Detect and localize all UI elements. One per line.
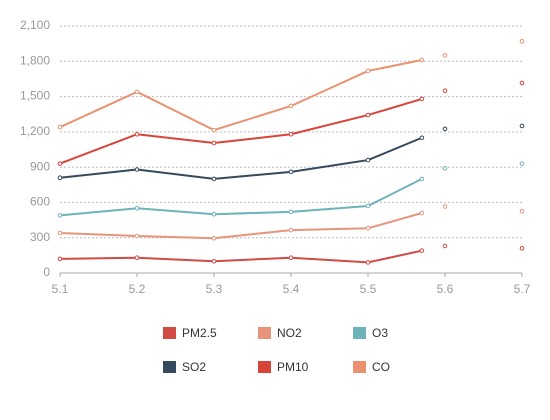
data-point (442, 126, 448, 132)
x-tick-label: 5.1 (52, 282, 69, 296)
y-tick-label: 1,200 (20, 124, 50, 138)
data-point (134, 233, 140, 239)
data-point (134, 206, 140, 211)
series-line (59, 178, 423, 217)
data-point (365, 68, 371, 74)
data-point (519, 123, 525, 129)
data-point (365, 260, 371, 265)
legend-label: SO2 (182, 360, 206, 374)
y-tick-label: 900 (30, 159, 50, 173)
legend-label: PM10 (277, 360, 309, 374)
data-point (365, 157, 371, 163)
y-tick-label: 300 (30, 230, 50, 244)
x-tick-label: 5.5 (360, 282, 377, 296)
data-point (57, 161, 63, 166)
legend-swatch (163, 361, 176, 373)
data-point (288, 255, 294, 261)
legend-label: O3 (372, 326, 388, 340)
data-point (211, 236, 217, 241)
series-line (59, 97, 423, 165)
data-point (442, 204, 448, 209)
data-point (134, 89, 140, 95)
legend-swatch (353, 361, 366, 373)
y-tick-label: 0 (43, 265, 50, 279)
legend-swatch (163, 327, 176, 339)
data-point (134, 167, 140, 172)
data-point (419, 248, 425, 253)
data-point (211, 176, 217, 182)
data-point (57, 230, 63, 236)
x-tick-label: 5.6 (437, 282, 454, 296)
data-point (288, 131, 294, 137)
legend-swatch (353, 327, 366, 339)
data-point (365, 226, 371, 231)
data-point (57, 124, 63, 130)
data-point (419, 210, 425, 216)
series-line (59, 212, 423, 240)
data-point (211, 258, 217, 264)
y-tick-label: 1,500 (20, 89, 50, 103)
data-point (288, 103, 294, 109)
data-point (211, 211, 217, 217)
series-line (59, 59, 423, 132)
data-point (519, 80, 525, 86)
series-line (59, 136, 423, 180)
data-point (57, 213, 63, 218)
x-tick-label: 5.4 (283, 282, 300, 296)
data-point (519, 246, 525, 251)
data-point (57, 175, 63, 181)
data-point (288, 227, 294, 233)
y-tick-label: 2,100 (20, 18, 50, 32)
x-tick-label: 5.2 (129, 282, 146, 296)
legend-label: CO (372, 360, 390, 374)
x-tick-label: 5.3 (206, 282, 223, 296)
data-point (419, 176, 425, 182)
data-point (365, 203, 371, 209)
x-tick-label: 5.7 (514, 282, 531, 296)
data-point (519, 38, 525, 44)
data-point (134, 131, 140, 137)
data-point (442, 243, 448, 249)
data-point (57, 256, 63, 262)
legend-swatch (258, 361, 271, 373)
data-point (211, 127, 217, 133)
data-point (519, 208, 525, 214)
legend-swatch (258, 327, 271, 339)
data-point (288, 209, 294, 215)
data-point (211, 140, 217, 146)
data-point (419, 96, 425, 102)
y-tick-label: 1,800 (20, 53, 50, 67)
legend-label: PM2.5 (182, 326, 217, 340)
data-point (442, 53, 448, 58)
data-point (134, 255, 140, 261)
data-point (442, 166, 448, 171)
series-line (59, 249, 423, 264)
data-point (419, 135, 425, 141)
data-point (419, 57, 425, 63)
data-point (519, 161, 525, 166)
data-point (442, 88, 448, 93)
data-point (365, 112, 371, 118)
y-tick-label: 600 (30, 195, 50, 209)
data-point (288, 169, 294, 175)
legend-label: NO2 (277, 326, 302, 340)
